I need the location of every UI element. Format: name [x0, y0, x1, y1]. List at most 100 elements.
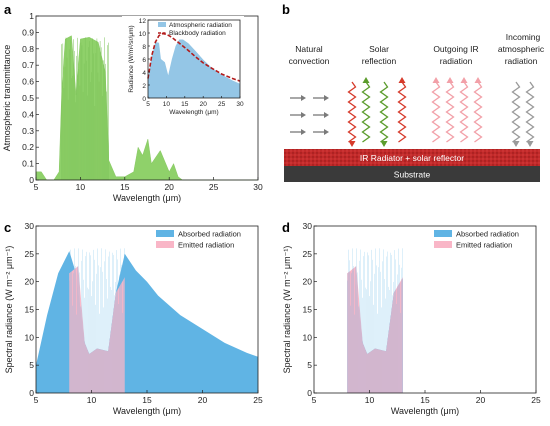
- atm-in-1: [511, 81, 521, 143]
- y-tick-label: 0.3: [22, 126, 34, 136]
- y-tick-label: 5: [29, 360, 34, 370]
- solar-in-green-head: [380, 141, 388, 147]
- solar-in-green: [379, 81, 389, 143]
- incoming-atm-label-3: radiation: [505, 56, 538, 66]
- solar-reflection-label-1: Solar: [369, 44, 389, 54]
- x-tick-label: 30: [236, 101, 244, 108]
- x-tick-label: 25: [531, 395, 541, 405]
- legend-swatch-absorbed: [156, 230, 174, 237]
- x-tick-label: 25: [253, 395, 263, 405]
- y-tick-label: 30: [303, 221, 313, 231]
- x-axis-label: Wavelength (μm): [113, 406, 181, 416]
- y-tick-label: 6: [142, 57, 146, 64]
- convection-arrow-head: [324, 95, 329, 101]
- substrate-layer: [284, 166, 540, 182]
- solar-out-green-head: [362, 77, 370, 83]
- x-axis-label: Wavelength (μm): [169, 109, 218, 116]
- convection-arrow-head: [324, 129, 329, 135]
- y-tick-label: 30: [25, 221, 35, 231]
- atm-in-1-head: [512, 141, 520, 147]
- emitted-radiation-area: [347, 266, 403, 393]
- wavy-arrows: [347, 77, 535, 147]
- y-tick-label: 12: [139, 18, 147, 25]
- y-tick-label: 4: [142, 70, 146, 77]
- radiator-texture: [284, 149, 540, 166]
- natural-convection-label-2: convection: [289, 56, 330, 66]
- y-tick-label: 0.8: [22, 44, 34, 54]
- convection-arrow-head: [301, 95, 306, 101]
- panel-label-c: c: [4, 220, 11, 235]
- y-tick-label: 0.1: [22, 159, 34, 169]
- y-tick-label: 25: [25, 249, 35, 259]
- x-tick-label: 15: [142, 395, 152, 405]
- y-tick-label: 2: [142, 83, 146, 90]
- outgoing-ir-label-1: Outgoing IR: [433, 44, 478, 54]
- y-tick-label: 0: [29, 175, 34, 185]
- y-tick-label: 15: [303, 305, 313, 315]
- y-tick-label: 0.4: [22, 109, 34, 119]
- x-tick-label: 10: [76, 182, 86, 192]
- solar-in-red: [347, 81, 357, 143]
- y-tick-label: 15: [25, 305, 35, 315]
- solar-in-red-head: [348, 141, 356, 147]
- outgoing-ir-label-2: radiation: [440, 56, 473, 66]
- y-tick-label: 20: [303, 277, 313, 287]
- solar-out-red-head: [398, 77, 406, 83]
- y-axis-label: Spectral radiance (W m⁻² μm⁻¹): [282, 246, 292, 374]
- y-tick-label: 0.6: [22, 77, 34, 87]
- ir-out-3-head: [460, 77, 468, 83]
- convection-arrow-head: [301, 129, 306, 135]
- ir-out-3: [459, 81, 469, 143]
- ir-out-1: [431, 81, 441, 143]
- legend-label-absorbed: Absorbed radiation: [178, 230, 241, 239]
- emitted-radiation-area: [69, 266, 125, 393]
- legend-swatch-emitted: [434, 241, 452, 248]
- panel-a-chart: 5 10 15 20 25 3000.10.20.30.40.50.60.70.80.91…: [2, 11, 263, 203]
- solar-reflection-label-2: reflection: [362, 56, 397, 66]
- panel-label-d: d: [282, 220, 290, 235]
- y-tick-label: 0: [142, 96, 146, 103]
- panel-b-diagram: Natural convection Solar reflection Outg…: [284, 32, 545, 182]
- x-tick-label: 25: [218, 101, 226, 108]
- y-tick-label: 0.2: [22, 142, 34, 152]
- x-tick-label: 20: [198, 395, 208, 405]
- x-tick-label: 25: [209, 182, 219, 192]
- y-tick-label: 0.9: [22, 27, 34, 37]
- substrate-label: Substrate: [394, 170, 431, 180]
- y-tick-label: 5: [307, 360, 312, 370]
- y-tick-label: 25: [303, 249, 313, 259]
- x-tick-label: 5: [312, 395, 317, 405]
- natural-convection-label-1: Natural: [295, 44, 323, 54]
- x-tick-label: 5: [34, 182, 39, 192]
- panel-label-b: b: [282, 2, 290, 17]
- radiator-label: IR Radiator + solar reflector: [360, 153, 464, 163]
- atmospheric-radiation-area: [148, 39, 240, 98]
- y-tick-label: 8: [142, 44, 146, 51]
- y-tick-label: 10: [139, 31, 147, 38]
- x-tick-label: 5: [34, 395, 39, 405]
- x-tick-label: 15: [181, 101, 189, 108]
- incoming-atm-label-1: Incoming: [506, 32, 541, 42]
- x-tick-label: 20: [476, 395, 486, 405]
- blackbody-radiation-line: [147, 32, 241, 82]
- y-tick-label: 0.5: [22, 93, 34, 103]
- legend-label-absorbed: Absorbed radiation: [456, 230, 519, 239]
- ir-out-4-head: [474, 77, 482, 83]
- atm-in-2-head: [526, 141, 534, 147]
- convection-arrow-head: [301, 112, 306, 118]
- legend-label-emitted: Emitted radiation: [178, 241, 234, 250]
- incoming-atm-label-2: atmospheric: [498, 44, 545, 54]
- legend-swatch-emitted: [156, 241, 174, 248]
- solar-out-green: [361, 81, 371, 143]
- y-axis-label: Radiance (W/m²/sr/μm): [128, 25, 135, 92]
- convection-arrow-head: [324, 112, 329, 118]
- legend-label-atmospheric: Atmospheric radiation: [169, 22, 232, 29]
- atm-in-2: [525, 81, 535, 143]
- y-tick-label: 0: [29, 388, 34, 398]
- legend-label-blackbody: Blackbody radiation: [169, 30, 226, 37]
- ir-out-1-head: [432, 77, 440, 83]
- convection-arrows: [290, 95, 329, 135]
